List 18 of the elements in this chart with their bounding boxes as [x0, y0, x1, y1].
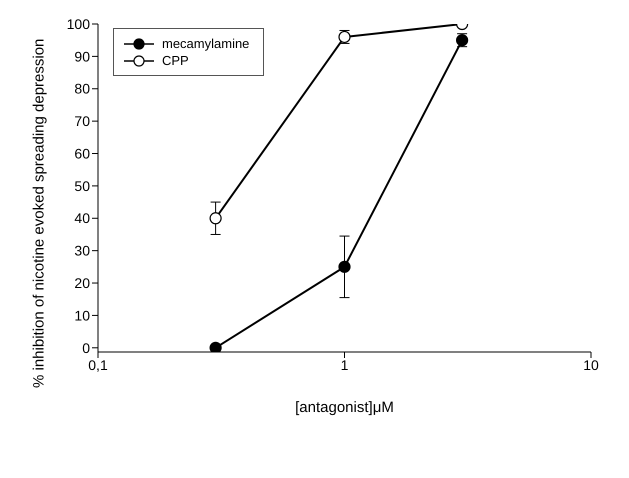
y-axis-title: % inhibition of nicotine evoked spreading depression [30, 38, 48, 388]
x-tick-label: 1 [340, 356, 349, 373]
y-tick-label: 60 [74, 145, 90, 162]
y-tick-label: 10 [74, 307, 90, 324]
y-tick-label: 50 [74, 178, 90, 194]
y-tick-label: 70 [74, 113, 90, 130]
x-tick-label: 10 [583, 356, 599, 373]
y-tick-label: 20 [74, 275, 90, 292]
y-tick-label: 90 [74, 48, 90, 64]
y-tick-label: 40 [74, 210, 90, 226]
legend-label: mecamylamine [162, 36, 250, 51]
y-tick-label: 0 [82, 340, 90, 356]
x-axis-title: [antagonist]μM [295, 399, 394, 416]
x-tick-label: 0,1 [88, 356, 108, 373]
y-tick-label: 100 [66, 16, 90, 32]
y-tick-label: 80 [74, 80, 90, 97]
y-tick-label: 30 [74, 242, 90, 259]
legend-label: CPP [162, 53, 189, 68]
